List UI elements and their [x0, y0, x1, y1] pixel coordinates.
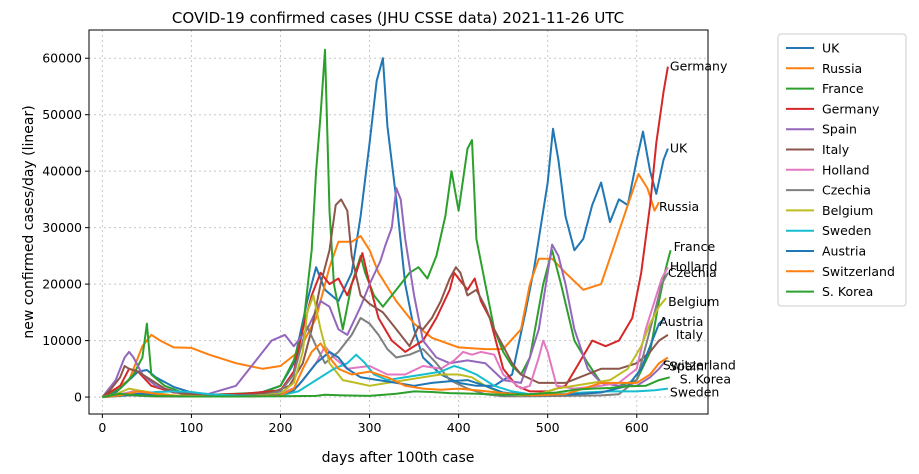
plot-frame [88, 29, 709, 415]
y-tick-label: 30000 [42, 220, 82, 235]
legend-label-switzerland: Switzerland [822, 264, 895, 279]
legend-label-spain: Spain [822, 122, 857, 137]
series-line-italy [101, 198, 669, 398]
end-label-czechia: Czechia [668, 265, 717, 280]
x-tick-label: 200 [269, 420, 293, 435]
legend-label-germany: Germany [822, 101, 880, 116]
end-label-italy: Italy [676, 327, 704, 342]
x-tick-label: 400 [447, 420, 471, 435]
x-tick-label: 500 [536, 420, 560, 435]
end-label-belgium: Belgium [668, 294, 719, 309]
legend-label-uk: UK [822, 41, 840, 56]
end-label-spain: Spain [669, 358, 704, 373]
end-label-s-korea: S. Korea [680, 371, 731, 386]
legend-label-holland: Holland [822, 162, 870, 177]
y-tick-label: 10000 [42, 333, 82, 348]
legend: UK Russia France Germany Spain Italy Holland Cz… [777, 33, 907, 307]
end-label-austria: Austria [659, 314, 703, 329]
end-label-france: France [674, 239, 716, 254]
y-tick-label: 20000 [42, 277, 82, 292]
series-line-russia [101, 173, 660, 398]
series-layer [101, 48, 672, 399]
series-line-spain [101, 187, 667, 398]
end-label-holland: Holland [670, 259, 718, 274]
legend-label-russia: Russia [822, 61, 862, 76]
grid-lines [89, 30, 708, 414]
y-tick-label: 60000 [42, 51, 82, 66]
chart-title: COVID-19 confirmed cases (JHU CSSE data)… [172, 9, 624, 27]
x-tick-label: 600 [625, 420, 649, 435]
series-line-s-korea [102, 376, 670, 399]
y-axis-ticks: 0 10000 20000 30000 40000 50000 60000 [42, 51, 89, 405]
x-tick-label: 100 [179, 420, 203, 435]
legend-label-s-korea: S. Korea [822, 284, 873, 299]
end-label-switzerland: Switzerland [663, 358, 736, 373]
y-tick-label: 40000 [42, 164, 82, 179]
end-label-uk: UK [670, 141, 688, 156]
legend-frame [777, 33, 907, 307]
y-axis-label: new confirmed cases/day (linear) [21, 105, 37, 338]
end-label-russia: Russia [659, 199, 699, 214]
series-line-germany [101, 66, 669, 398]
x-axis-ticks: 0 100 200 300 400 500 600 [98, 414, 649, 435]
legend-label-belgium: Belgium [822, 203, 873, 218]
legend-label-austria: Austria [822, 244, 866, 259]
x-tick-label: 0 [98, 420, 106, 435]
end-label-sweden: Sweden [670, 385, 719, 400]
end-labels: UK Russia France Germany Spain Italy HollandCz… [659, 59, 736, 400]
y-tick-label: 0 [74, 390, 82, 405]
legend-label-czechia: Czechia [822, 183, 871, 198]
x-tick-label: 300 [358, 420, 382, 435]
legend-label-sweden: Sweden [822, 223, 871, 238]
series-line-czechia [102, 272, 669, 399]
legend-label-italy: Italy [822, 142, 850, 157]
end-label-germany: Germany [670, 59, 728, 74]
y-tick-label: 50000 [42, 107, 82, 122]
legend-label-france: France [822, 81, 864, 96]
x-axis-label: days after 100th case [322, 450, 475, 466]
